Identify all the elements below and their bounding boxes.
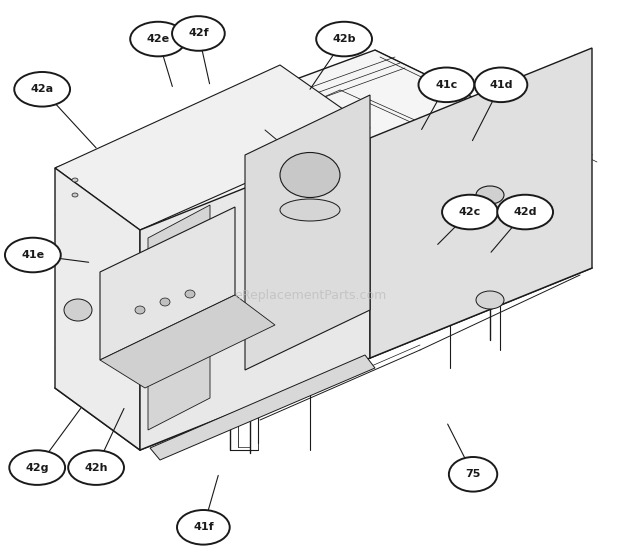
Ellipse shape — [476, 291, 504, 309]
Text: 42f: 42f — [188, 28, 209, 39]
Ellipse shape — [5, 238, 61, 272]
Ellipse shape — [68, 450, 124, 485]
Polygon shape — [55, 65, 370, 230]
Ellipse shape — [160, 298, 170, 306]
Text: 42a: 42a — [30, 84, 54, 94]
Ellipse shape — [72, 193, 78, 197]
Ellipse shape — [64, 299, 92, 321]
Ellipse shape — [72, 178, 78, 182]
Text: 42c: 42c — [459, 207, 481, 217]
Text: 41c: 41c — [435, 80, 458, 90]
Polygon shape — [100, 207, 235, 360]
Ellipse shape — [475, 68, 528, 102]
Ellipse shape — [280, 152, 340, 198]
Ellipse shape — [449, 457, 497, 492]
Text: 41d: 41d — [489, 80, 513, 90]
Polygon shape — [370, 48, 592, 358]
Polygon shape — [55, 50, 592, 270]
Ellipse shape — [316, 22, 372, 56]
Text: 42b: 42b — [332, 34, 356, 44]
Ellipse shape — [135, 306, 145, 314]
Text: 75: 75 — [466, 469, 480, 479]
Ellipse shape — [14, 72, 70, 107]
Text: 42d: 42d — [513, 207, 537, 217]
Text: 41f: 41f — [193, 522, 214, 532]
Text: eReplacementParts.com: eReplacementParts.com — [234, 288, 386, 301]
Text: 42e: 42e — [146, 34, 170, 44]
Polygon shape — [55, 168, 140, 450]
Polygon shape — [150, 355, 375, 460]
Ellipse shape — [177, 510, 230, 545]
Ellipse shape — [130, 22, 186, 56]
Text: 42h: 42h — [84, 463, 108, 473]
Ellipse shape — [280, 199, 340, 221]
Ellipse shape — [476, 186, 504, 204]
Polygon shape — [148, 205, 210, 430]
Text: 41e: 41e — [21, 250, 45, 260]
Ellipse shape — [418, 68, 474, 102]
Ellipse shape — [9, 450, 65, 485]
Polygon shape — [140, 138, 370, 450]
Polygon shape — [100, 295, 275, 388]
Ellipse shape — [185, 290, 195, 298]
Text: 42g: 42g — [25, 463, 49, 473]
Polygon shape — [245, 95, 370, 370]
Ellipse shape — [442, 195, 498, 229]
Ellipse shape — [172, 16, 224, 51]
Ellipse shape — [497, 195, 553, 229]
